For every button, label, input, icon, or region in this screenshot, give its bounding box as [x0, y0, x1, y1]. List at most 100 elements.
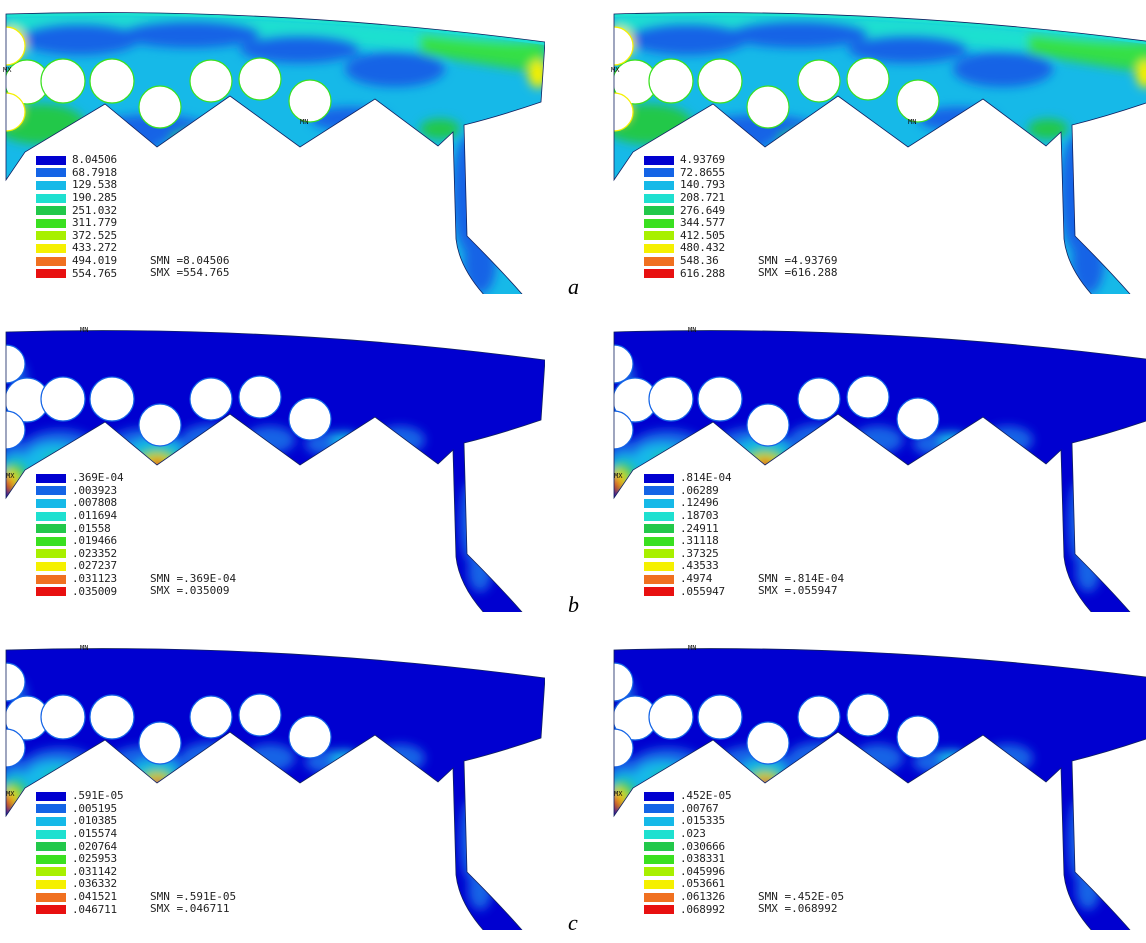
legend-swatch: [36, 231, 66, 241]
legend-swatch: [644, 892, 674, 902]
legend-swatch: [36, 829, 66, 839]
legend-entry: 412.505: [644, 229, 725, 243]
legend-swatch: [644, 536, 674, 546]
legend-entry: 554.765: [36, 267, 117, 280]
legend-value: .003923: [72, 483, 117, 497]
smn-value: SMN =.369E-04: [150, 571, 237, 585]
legend-swatch: [644, 193, 674, 203]
legend-swatch: [644, 243, 674, 253]
legend-swatch: [36, 892, 66, 902]
hole-2: [648, 58, 694, 104]
legend-entry: .053661: [644, 878, 731, 891]
legend-entry: .43533: [644, 560, 731, 573]
legend-value: .37325: [680, 546, 719, 560]
smx-value: SMX =.055947: [758, 584, 838, 598]
legend-entry: 4.93769: [644, 154, 725, 167]
smn-value: SMN =.814E-04: [758, 571, 845, 585]
extreme-marker: MX: [6, 790, 15, 798]
hole-4: [138, 403, 182, 447]
legend-value: 251.032: [72, 203, 117, 217]
contour-plot: [0, 640, 545, 930]
legend-value: .005195: [72, 801, 117, 815]
min-max-readout: SMN =.369E-04 SMX =.035009: [150, 571, 237, 598]
legend-entry: .045996: [644, 864, 731, 879]
legend-value: 190.285: [72, 191, 117, 205]
legend-entry: .591E-05: [36, 790, 124, 803]
min-max-readout: SMN =.814E-04 SMX =.055947: [758, 571, 845, 598]
legend-entry: .369E-04: [36, 472, 124, 485]
legend-entry: .023: [644, 828, 731, 841]
legend-value: 129.538: [72, 178, 117, 192]
legend-entry: .025953: [36, 853, 123, 866]
legend-value: .055947: [680, 584, 725, 598]
contour-plot: [0, 4, 545, 294]
hole-3: [89, 376, 135, 422]
legend-value: .045996: [680, 864, 725, 878]
legend-entry: .4974: [644, 573, 731, 586]
smn-value: SMN =8.04506: [150, 253, 230, 267]
legend-value: .053661: [680, 877, 725, 891]
subfigure-label: a: [568, 274, 579, 299]
legend-swatch: [644, 231, 674, 241]
legend-value: .023: [680, 827, 706, 841]
legend-swatch: [36, 524, 66, 534]
contour-panel: MX MN .591E-05.005195.010385.015574.020764…: [0, 640, 545, 930]
legend-entry: .031142: [36, 865, 123, 879]
legend-swatch: [644, 498, 674, 508]
hole-4: [746, 721, 790, 765]
legend-swatch: [36, 842, 66, 852]
legend-value: .023352: [72, 546, 117, 560]
extreme-marker: MX: [3, 66, 12, 74]
hole-5: [189, 59, 233, 103]
min-max-readout: SMN =8.04506 SMX =554.765: [150, 253, 230, 280]
legend-swatch: [644, 549, 674, 559]
legend-entry: .18703: [644, 510, 731, 523]
body-region: [614, 330, 1146, 612]
legend-value: .011694: [72, 509, 117, 523]
legend-swatch: [644, 574, 674, 584]
legend-value: .00767: [680, 801, 719, 815]
legend-swatch: [36, 180, 66, 190]
color-legend: 4.93769 72.8655 140.793 208.721 276.649 344.5…: [644, 154, 725, 280]
legend-entry: 8.04506: [36, 154, 117, 167]
contour-panel: MX MN 8.04506 68.7918 129.538 190.285 251.032 3…: [0, 4, 545, 294]
legend-swatch: [36, 854, 66, 864]
legend-entry: .12496: [644, 497, 731, 510]
hole-3: [697, 694, 743, 740]
legend-value: .031123: [72, 572, 117, 586]
legend-entry: .031123: [36, 573, 123, 586]
legend-value: 72.8655: [680, 165, 725, 179]
legend-swatch: [36, 791, 66, 801]
hole-7: [288, 715, 332, 759]
hole-6: [238, 375, 282, 419]
legend-value: .036332: [72, 877, 117, 891]
legend-value: 480.432: [680, 241, 725, 255]
hole-6: [846, 375, 890, 419]
legend-swatch: [644, 511, 674, 521]
legend-value: .046711: [72, 902, 117, 916]
legend-entry: .030666: [644, 840, 731, 853]
hole-4: [138, 85, 182, 129]
legend-value: .452E-05: [680, 789, 732, 803]
legend-entry: .036332: [36, 878, 123, 891]
hole-7: [288, 397, 332, 441]
legend-swatch: [36, 816, 66, 826]
legend-entry: .007808: [36, 497, 123, 510]
legend-entry: .011694: [36, 510, 123, 523]
legend-value: 433.272: [72, 241, 117, 255]
legend-entry: 372.525: [36, 229, 117, 243]
legend-swatch: [36, 536, 66, 546]
legend-entry: .038331: [644, 853, 731, 866]
body-region: [6, 330, 545, 612]
legend-value: .061326: [680, 890, 725, 904]
legend-swatch: [36, 587, 66, 597]
legend-swatch: [644, 218, 674, 228]
legend-value: .027237: [72, 559, 117, 573]
legend-swatch: [36, 804, 66, 814]
extreme-marker: MX: [611, 66, 620, 74]
legend-value: .015574: [72, 827, 117, 841]
legend-swatch: [644, 155, 674, 165]
legend-entry: .003923: [36, 483, 123, 498]
hole-4: [746, 403, 790, 447]
contour-panel: MX MN 4.93769 72.8655 140.793 208.721 276.649 3…: [608, 4, 1146, 294]
